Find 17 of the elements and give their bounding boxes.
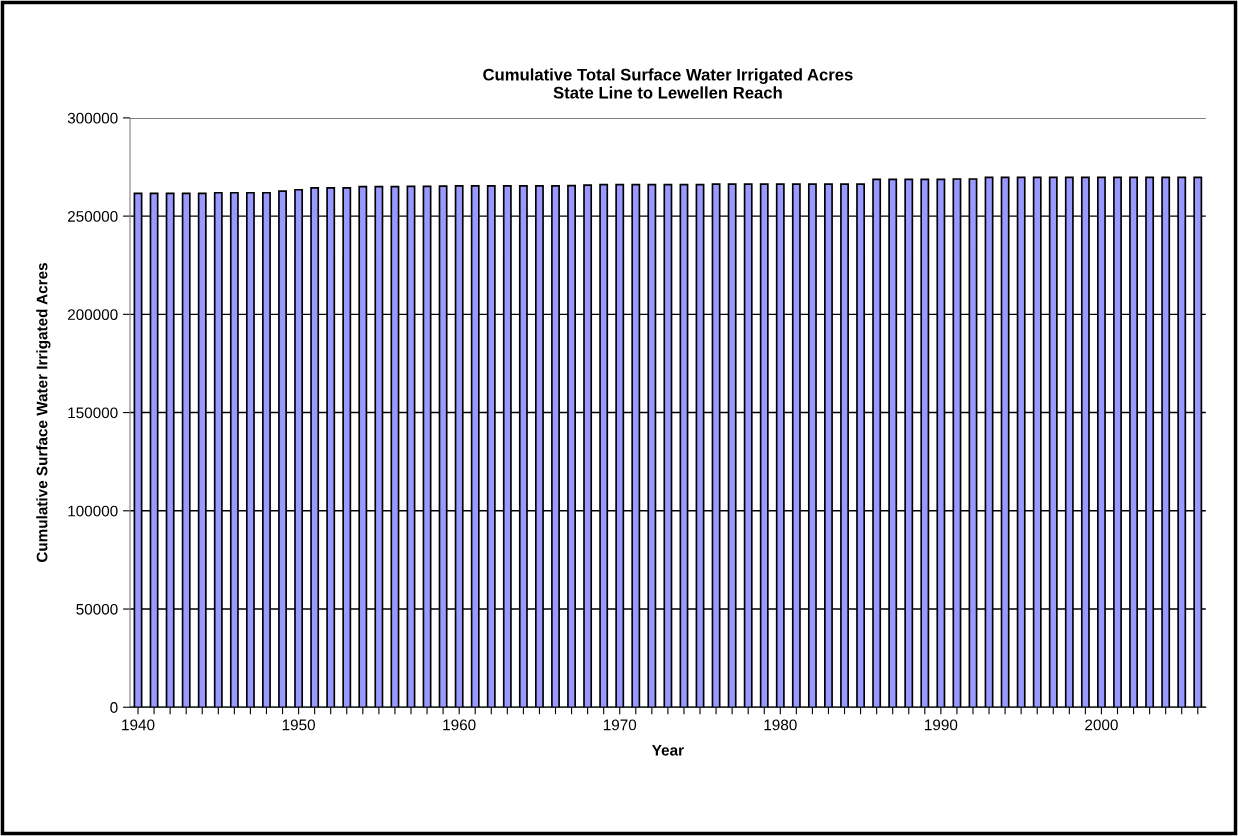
y-tick-label: 50000 (76, 603, 118, 615)
y-tick-label: 0 (110, 702, 118, 713)
y-tick-label: 300000 (67, 112, 118, 124)
x-tick-label: 1970 (603, 719, 637, 731)
x-tick-label: 1990 (925, 719, 958, 731)
chart-title: Cumulative Total Surface Water Irrigated Acres State Line to Lewellen Reach (483, 68, 853, 99)
x-tick-label: 1960 (443, 719, 476, 731)
y-tick-label: 150000 (68, 407, 118, 419)
y-tick-label: 200000 (67, 309, 118, 321)
x-axis-title: Year (652, 744, 684, 756)
x-tick-label: 1980 (764, 719, 797, 731)
x-tick-label: 1940 (122, 719, 155, 731)
y-tick-label: 100000 (68, 505, 118, 517)
y-axis-title: Cumulative Surface Water Irrigated Acres (36, 263, 51, 563)
y-tick-label: 250000 (67, 210, 118, 222)
x-tick-label: 2000 (1085, 719, 1118, 731)
x-tick-label: 1950 (282, 719, 315, 731)
